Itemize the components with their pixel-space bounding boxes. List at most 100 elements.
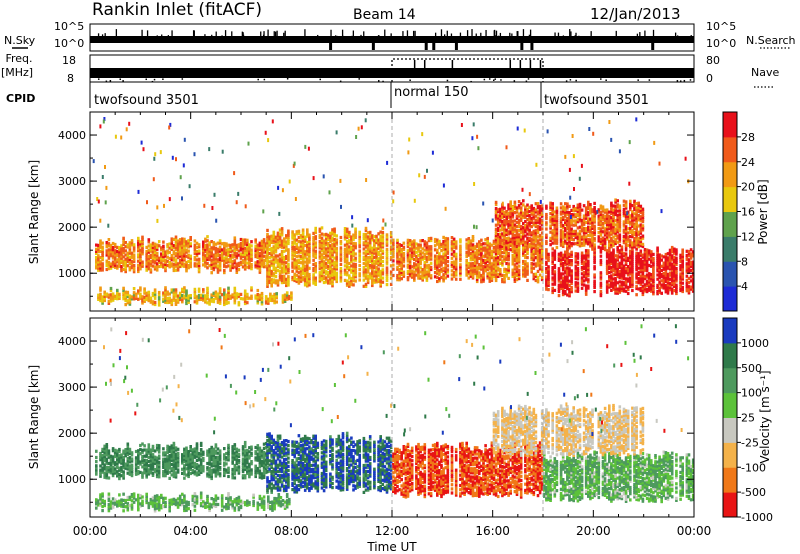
heatmap-cell (465, 254, 468, 259)
heatmap-cell (164, 267, 167, 271)
heatmap-cell (551, 251, 554, 255)
heatmap-cell (293, 264, 296, 268)
heatmap-cell (246, 255, 249, 259)
heatmap-cell (392, 267, 395, 271)
heatmap-cell (139, 244, 142, 248)
heatmap-cell (561, 207, 565, 211)
heatmap-cell (333, 277, 336, 281)
heatmap-cell (635, 262, 638, 266)
heatmap-cell (582, 262, 586, 266)
heatmap-cell (266, 251, 269, 255)
heatmap-cell (385, 283, 389, 287)
heatmap-cell (576, 277, 580, 281)
heatmap-cell (578, 209, 582, 213)
heatmap-cell (264, 295, 268, 299)
heatmap-cell (406, 244, 410, 249)
heatmap-cell (354, 275, 357, 279)
heatmap-cell (103, 290, 106, 294)
heatmap-cell (574, 283, 578, 287)
heatmap-cell (511, 211, 515, 215)
heatmap-cell (645, 275, 649, 279)
heatmap-cell (580, 227, 584, 231)
heatmap-cell (549, 205, 552, 209)
heatmap-cell (478, 256, 481, 260)
heatmap-cell (438, 256, 441, 260)
heatmap-cell (402, 247, 406, 251)
heatmap-cell (515, 253, 519, 257)
heatmap-cell (243, 293, 247, 297)
heatmap-cell (172, 250, 176, 254)
heatmap-cell (339, 242, 343, 246)
heatmap-cell (530, 264, 533, 268)
heatmap-cell (536, 212, 540, 216)
heatmap-cell (282, 280, 286, 284)
heatmap-cell (587, 219, 590, 223)
heatmap-cell (413, 249, 416, 253)
heatmap-cell (109, 262, 113, 266)
heatmap-cell (139, 292, 142, 296)
heatmap-cell (137, 249, 140, 253)
heatmap-cell (149, 264, 153, 268)
heatmap-cell (436, 259, 439, 263)
heatmap-cell (137, 238, 140, 242)
heatmap-cell (517, 218, 521, 222)
heatmap-cell (223, 264, 226, 268)
heatmap-cell (126, 253, 130, 257)
heatmap-cell (540, 248, 544, 253)
heatmap-cell (570, 285, 573, 290)
heatmap-cell (237, 253, 241, 257)
heatmap-cell (166, 243, 169, 247)
heatmap-cell (641, 288, 645, 292)
heatmap-cell (126, 264, 130, 268)
heatmap-cell (530, 245, 533, 249)
heatmap-cell (427, 253, 431, 257)
heatmap-cell (486, 241, 489, 245)
heatmap-cell (267, 301, 270, 305)
heatmap-cell (626, 279, 630, 283)
heatmap-cell (624, 244, 628, 248)
heatmap-cell (566, 221, 569, 225)
heatmap-cell (206, 301, 209, 305)
heatmap-cell (320, 265, 324, 269)
heatmap-cell (287, 283, 290, 287)
heatmap-cell (561, 291, 565, 295)
heatmap-cell (503, 229, 506, 233)
heatmap-cell (645, 279, 649, 283)
heatmap-cell (681, 252, 684, 256)
heatmap-cell (450, 277, 454, 281)
heatmap-cell (475, 269, 479, 273)
heatmap-cell (312, 246, 315, 250)
heatmap-cell (270, 249, 273, 253)
heatmap-cell (564, 241, 567, 245)
heatmap-cell (157, 264, 161, 269)
heatmap-cell (276, 279, 280, 283)
heatmap-cell (631, 270, 634, 274)
heatmap-cell (417, 243, 420, 247)
heatmap-cell (320, 278, 324, 282)
heatmap-cell (233, 238, 237, 242)
heatmap-cell (239, 262, 243, 266)
heatmap-cell (652, 283, 655, 288)
heatmap-cell (532, 231, 536, 235)
heatmap-cell (314, 255, 317, 259)
heatmap-cell (147, 299, 151, 303)
heatmap-cell (375, 261, 378, 265)
heatmap-cell (564, 289, 567, 294)
heatmap-cell (287, 254, 290, 258)
nave-dot (648, 79, 651, 81)
heatmap-cell (526, 278, 529, 282)
heatmap-cell (410, 240, 414, 244)
heatmap-cell (616, 275, 619, 279)
heatmap-cell (97, 260, 100, 264)
nave-dot (470, 80, 472, 83)
heatmap-cell (492, 275, 496, 279)
heatmap-cell (616, 273, 619, 277)
heatmap-cell (584, 237, 588, 241)
heatmap-cell (151, 252, 155, 256)
heatmap-cell (536, 210, 540, 214)
heatmap-cell (425, 274, 429, 278)
heatmap-cell (280, 233, 284, 237)
heatmap-cell (293, 235, 296, 239)
heatmap-cell (410, 256, 414, 261)
heatmap-cell (352, 268, 355, 272)
